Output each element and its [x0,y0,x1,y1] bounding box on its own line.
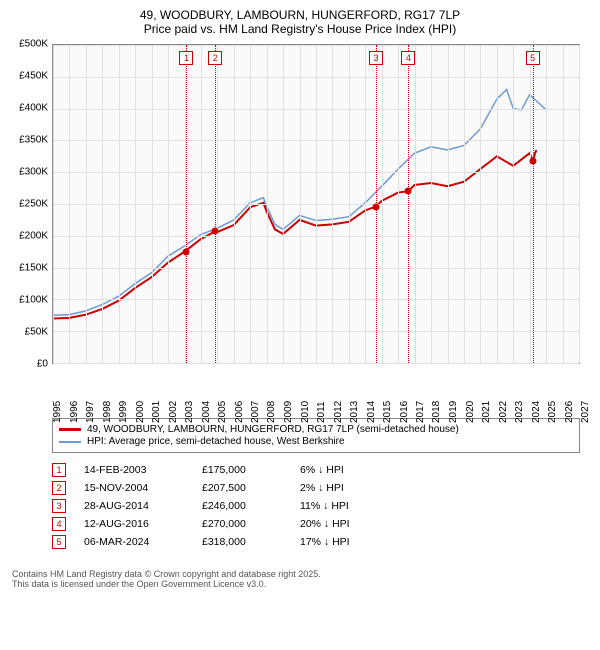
sale-delta: 6% ↓ HPI [300,464,410,476]
sale-price: £246,000 [202,500,282,512]
y-axis-label: £450K [12,70,48,81]
x-axis-label: 2023 [514,383,525,423]
sale-delta: 11% ↓ HPI [300,500,410,512]
x-axis-label: 2025 [547,383,558,423]
x-axis-label: 1998 [102,383,113,423]
sale-row: 1 14-FEB-2003 £175,000 6% ↓ HPI [52,463,588,477]
sale-num-box: 3 [52,499,66,513]
x-axis-label: 2011 [316,383,327,423]
y-axis-label: £200K [12,231,48,242]
x-axis-label: 2004 [201,383,212,423]
sale-marker-dot [372,203,379,210]
sale-price: £270,000 [202,518,282,530]
sale-date: 06-MAR-2024 [84,536,184,548]
x-axis-label: 2008 [266,383,277,423]
sale-marker-dot [183,248,190,255]
x-axis-label: 2020 [465,383,476,423]
footer-line2: This data is licensed under the Open Gov… [12,579,588,589]
title-line2: Price paid vs. HM Land Registry's House … [12,22,588,36]
sale-marker-dot [405,188,412,195]
x-axis-label: 2001 [151,383,162,423]
x-axis-label: 1997 [85,383,96,423]
sale-num-box: 4 [52,517,66,531]
sale-num-box: 5 [52,535,66,549]
sale-row: 4 12-AUG-2016 £270,000 20% ↓ HPI [52,517,588,531]
x-axis-label: 2006 [234,383,245,423]
sale-delta: 2% ↓ HPI [300,482,410,494]
sale-row: 5 06-MAR-2024 £318,000 17% ↓ HPI [52,535,588,549]
y-axis-label: £250K [12,199,48,210]
y-axis-label: £350K [12,135,48,146]
legend-item: HPI: Average price, semi-detached house,… [59,436,573,447]
sale-marker-box: 3 [369,51,383,65]
chart-area: 1 2 3 4 5 £0 £50K £100K £150K £200K £250K £300K £35… [12,44,588,414]
sale-date: 28-AUG-2014 [84,500,184,512]
sale-delta: 20% ↓ HPI [300,518,410,530]
x-axis-label: 2014 [366,383,377,423]
title-line1: 49, WOODBURY, LAMBOURN, HUNGERFORD, RG17… [12,8,588,22]
sale-marker-box: 4 [401,51,415,65]
sale-price: £175,000 [202,464,282,476]
x-axis-label: 1999 [118,383,129,423]
x-axis-label: 2010 [300,383,311,423]
x-axis-label: 2024 [531,383,542,423]
x-axis-label: 2018 [431,383,442,423]
y-axis-label: £150K [12,263,48,274]
y-axis-label: £100K [12,294,48,305]
sale-marker-dot [212,228,219,235]
x-axis-label: 2022 [498,383,509,423]
x-axis-label: 1996 [69,383,80,423]
x-axis-label: 2012 [333,383,344,423]
sale-marker-box: 1 [179,51,193,65]
x-axis-label: 2009 [283,383,294,423]
x-axis-label: 2017 [415,383,426,423]
y-axis-label: £400K [12,102,48,113]
x-axis-label: 2016 [399,383,410,423]
sale-row: 3 28-AUG-2014 £246,000 11% ↓ HPI [52,499,588,513]
x-axis-label: 2027 [580,383,591,423]
sale-delta: 17% ↓ HPI [300,536,410,548]
x-axis-label: 2013 [349,383,360,423]
sale-date: 15-NOV-2004 [84,482,184,494]
x-axis-label: 1995 [52,383,63,423]
x-axis-label: 2002 [168,383,179,423]
chart-title: 49, WOODBURY, LAMBOURN, HUNGERFORD, RG17… [12,8,588,36]
legend-label: 49, WOODBURY, LAMBOURN, HUNGERFORD, RG17… [87,424,459,435]
sale-num-box: 2 [52,481,66,495]
x-axis-label: 2021 [481,383,492,423]
y-axis-label: £300K [12,166,48,177]
x-axis-label: 2015 [382,383,393,423]
sale-price: £207,500 [202,482,282,494]
y-axis-label: £500K [12,39,48,50]
sale-date: 12-AUG-2016 [84,518,184,530]
sale-num-box: 1 [52,463,66,477]
legend: 49, WOODBURY, LAMBOURN, HUNGERFORD, RG17… [52,418,580,453]
legend-swatch [59,441,81,443]
footer-line1: Contains HM Land Registry data © Crown c… [12,569,588,579]
y-axis-label: £50K [12,327,48,338]
x-axis-label: 2003 [184,383,195,423]
sale-marker-box: 5 [526,51,540,65]
sale-marker-dot [529,157,536,164]
legend-label: HPI: Average price, semi-detached house,… [87,436,345,447]
x-axis-label: 2026 [564,383,575,423]
sale-row: 2 15-NOV-2004 £207,500 2% ↓ HPI [52,481,588,495]
y-axis-label: £0 [12,359,48,370]
legend-item: 49, WOODBURY, LAMBOURN, HUNGERFORD, RG17… [59,424,573,435]
x-axis-label: 2007 [250,383,261,423]
x-axis-label: 2019 [448,383,459,423]
x-axis-label: 2000 [135,383,146,423]
sale-price: £318,000 [202,536,282,548]
sale-marker-box: 2 [208,51,222,65]
legend-swatch [59,428,81,431]
x-axis-label: 2005 [217,383,228,423]
sale-date: 14-FEB-2003 [84,464,184,476]
sales-table: 1 14-FEB-2003 £175,000 6% ↓ HPI 2 15-NOV-2004… [52,463,588,549]
footer: Contains HM Land Registry data © Crown c… [0,569,600,589]
plot-region: 1 2 3 4 5 [52,44,580,364]
